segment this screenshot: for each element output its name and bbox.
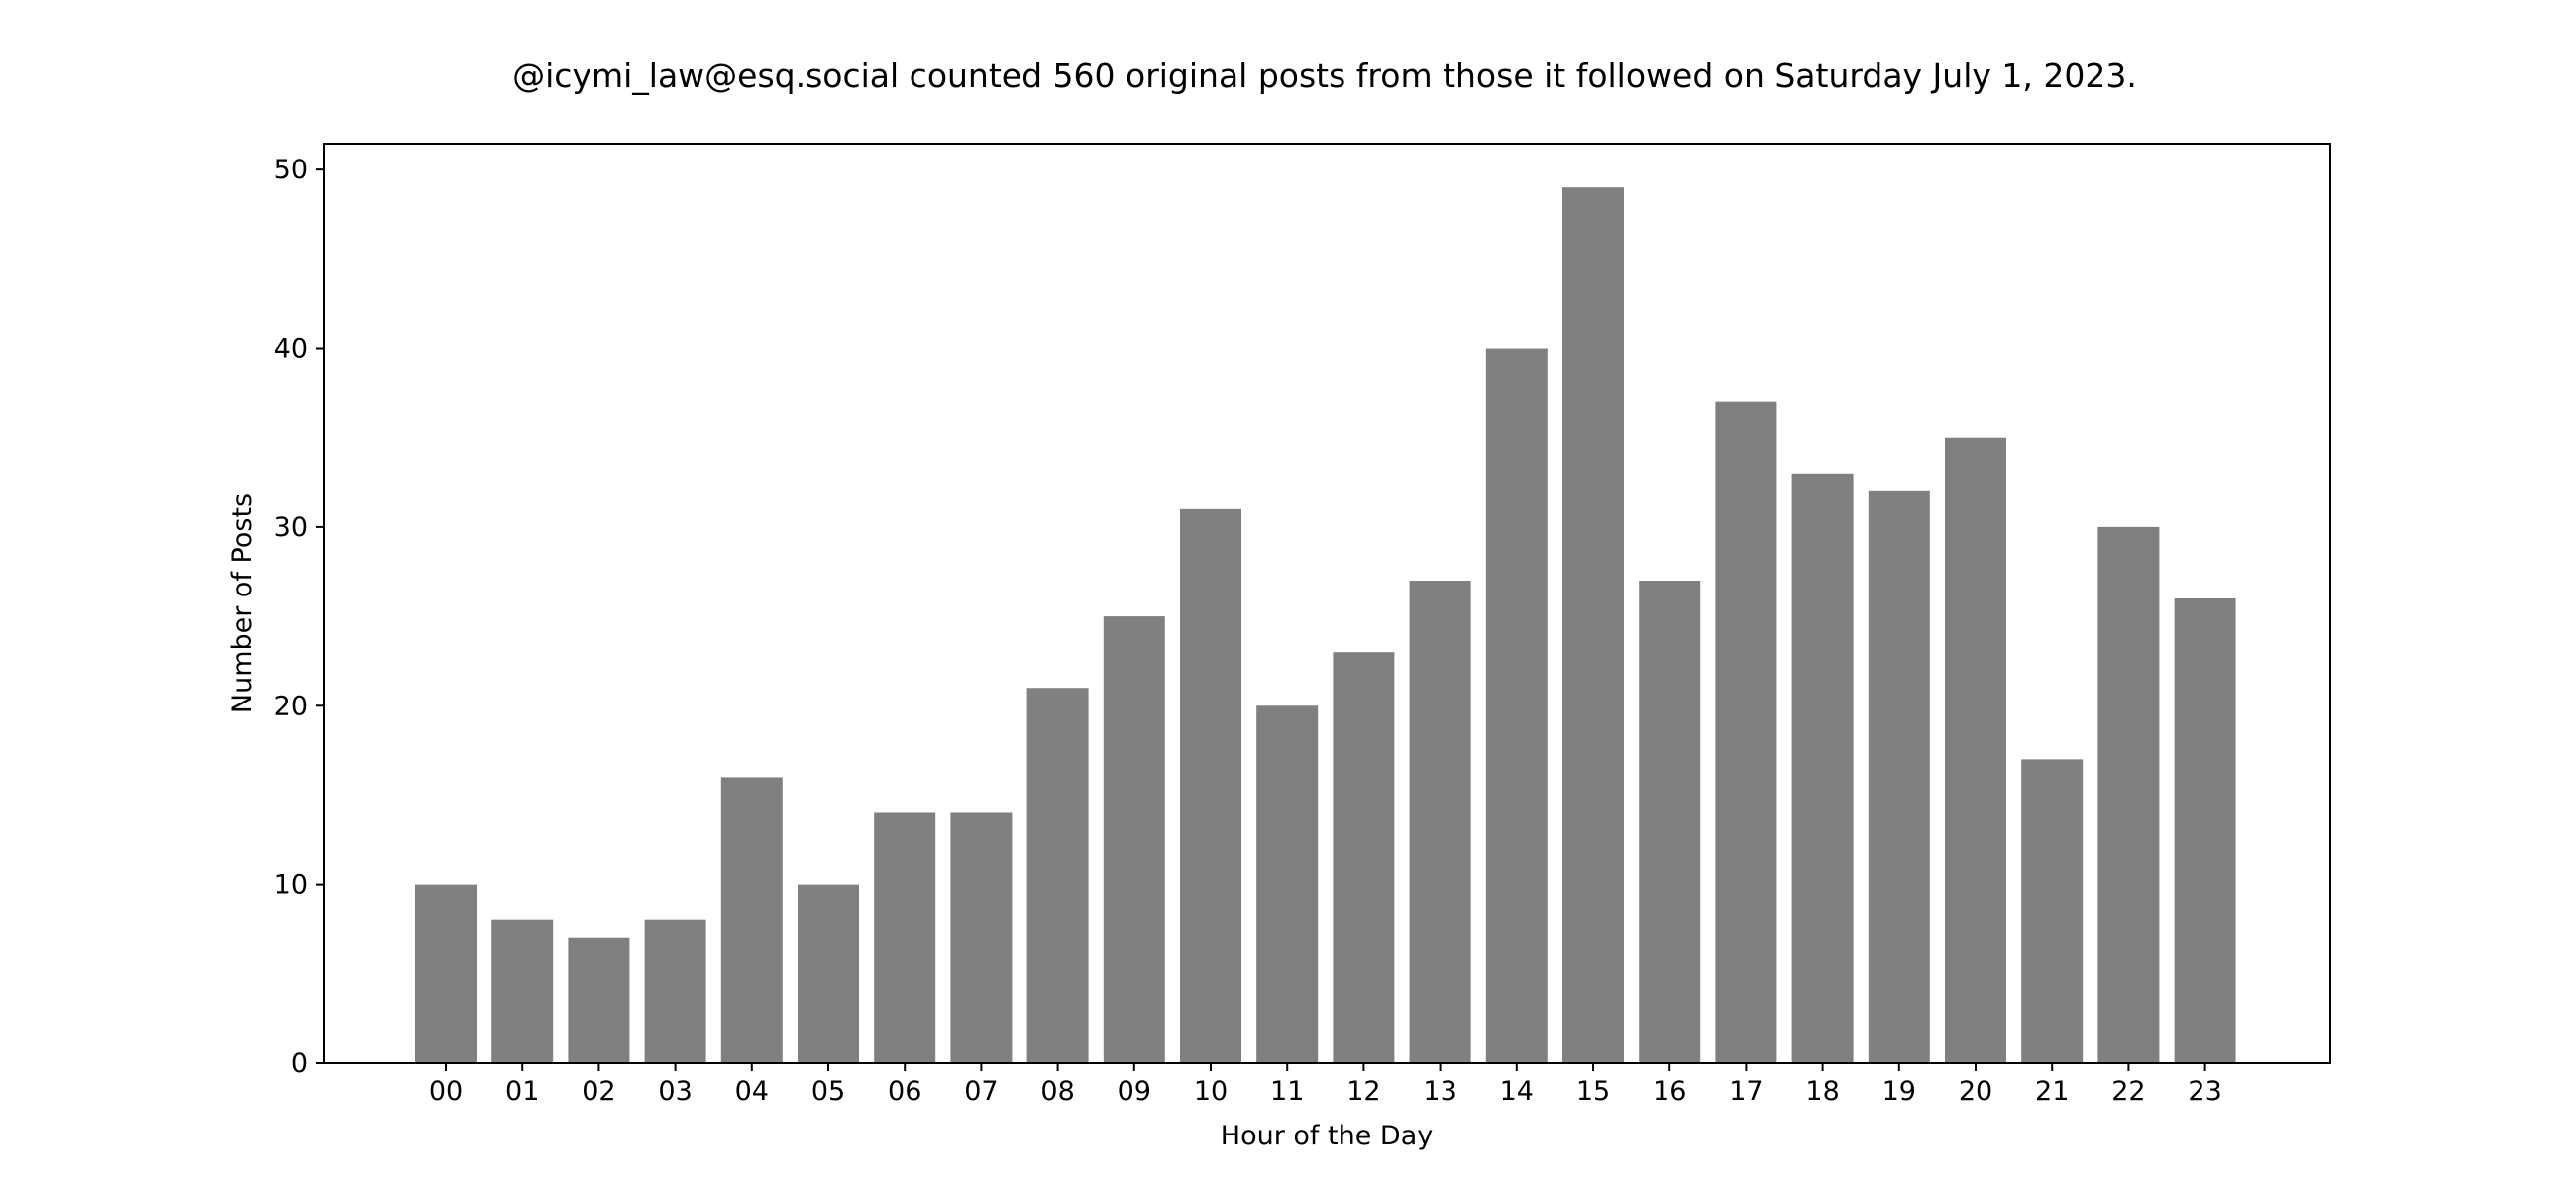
x-tick-label: 19	[1882, 1076, 1916, 1107]
bar-hour-23	[2174, 598, 2236, 1063]
plot-area-frame	[323, 143, 2331, 1064]
x-tick-label: 09	[1118, 1076, 1151, 1107]
bar-hour-22	[2097, 526, 2160, 1063]
y-tick-label: 40	[274, 334, 308, 365]
chart-title: @icymi_law@esq.social counted 560 origin…	[512, 56, 2137, 95]
bar-hour-09	[1103, 616, 1165, 1063]
x-tick-label: 04	[735, 1076, 769, 1107]
y-axis-label: Number of Posts	[227, 493, 258, 713]
x-tick-label: 22	[2111, 1076, 2145, 1107]
x-tick-label: 11	[1270, 1076, 1304, 1107]
bar-hour-18	[1791, 473, 1854, 1063]
x-tick-label: 00	[429, 1076, 463, 1107]
y-axis-ticks: 0 10 20 30 40 50	[274, 155, 324, 1079]
x-tick-label: 14	[1500, 1076, 1534, 1107]
bar-hour-21	[2021, 759, 2084, 1063]
x-tick-label: 16	[1653, 1076, 1686, 1107]
bar-hour-03	[644, 919, 706, 1063]
y-tick-label: 30	[274, 512, 308, 543]
bar-hour-16	[1639, 581, 1701, 1063]
bar-hour-05	[798, 884, 859, 1063]
x-tick-label: 07	[964, 1076, 998, 1107]
bar-hour-17	[1715, 401, 1777, 1063]
y-tick-label: 0	[291, 1048, 308, 1079]
bar-hour-08	[1026, 688, 1089, 1063]
bar-hour-04	[720, 777, 783, 1063]
bar-hour-01	[491, 919, 554, 1063]
bar-hour-02	[568, 937, 630, 1063]
bar-hour-00	[415, 884, 477, 1063]
bar-hour-12	[1333, 652, 1395, 1063]
x-axis-ticks: 00 01 02 03 04 05 06 07 08 09 10 11 12 13 14 15 16 17 18 19…	[429, 1063, 2222, 1107]
x-tick-label: 10	[1194, 1076, 1228, 1107]
bar-hour-15	[1562, 187, 1624, 1063]
bar-hour-11	[1256, 705, 1319, 1063]
x-tick-label: 18	[1805, 1076, 1839, 1107]
x-tick-label: 06	[888, 1076, 921, 1107]
x-tick-label: 12	[1346, 1076, 1380, 1107]
bar-hour-14	[1485, 348, 1548, 1063]
x-tick-label: 17	[1729, 1076, 1763, 1107]
x-tick-label: 03	[658, 1076, 692, 1107]
x-tick-label: 05	[811, 1076, 845, 1107]
x-tick-label: 21	[2035, 1076, 2069, 1107]
y-tick-label: 50	[274, 155, 308, 185]
bars-layer	[415, 187, 2236, 1064]
bar-hour-19	[1868, 490, 1930, 1063]
bar-hour-07	[950, 812, 1013, 1063]
bar-hour-06	[874, 812, 936, 1063]
bar-hour-10	[1180, 508, 1241, 1063]
y-tick-label: 20	[274, 691, 308, 721]
y-tick-label: 10	[274, 870, 308, 901]
x-tick-label: 08	[1040, 1076, 1074, 1107]
x-tick-label: 13	[1423, 1076, 1456, 1107]
x-tick-label: 01	[505, 1076, 539, 1107]
x-tick-label: 15	[1576, 1076, 1610, 1107]
bar-hour-13	[1409, 581, 1471, 1063]
bar-hour-20	[1945, 437, 2006, 1064]
x-tick-label: 23	[2188, 1076, 2221, 1107]
x-tick-label: 02	[582, 1076, 615, 1107]
x-tick-label: 20	[1959, 1076, 1992, 1107]
x-axis-label: Hour of the Day	[1221, 1121, 1433, 1151]
